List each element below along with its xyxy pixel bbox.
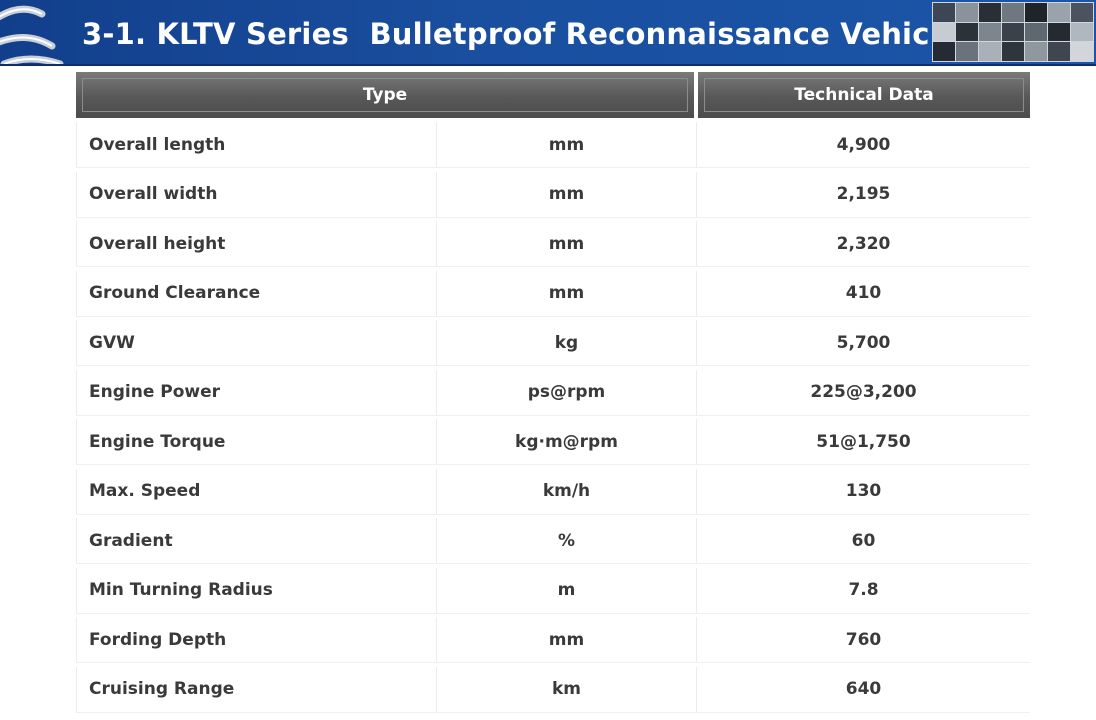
table-header: Type Technical Data [76,72,1030,118]
row-value: 5,700 [696,320,1030,366]
table-row: Engine Power ps@rpm 225@3,200 [76,368,1030,416]
row-label: GVW [76,320,436,366]
row-unit: mm [436,122,696,168]
row-label: Ground Clearance [76,270,436,317]
row-value: 2,320 [696,221,1030,267]
table-row: Min Turning Radius m 7.8 [76,566,1030,614]
table-row: GVW kg 5,700 [76,318,1030,366]
row-value: 51@1,750 [696,419,1030,465]
title-banner: 3-1. KLTV Series Bulletproof Reconnaissa… [0,0,1096,66]
table-row: Fording Depth mm 760 [76,615,1030,663]
table-row: Overall width mm 2,195 [76,170,1030,218]
row-label: Min Turning Radius [76,567,436,614]
header-type: Type [76,72,694,118]
table-row: Ground Clearance mm 410 [76,269,1030,317]
row-unit: mm [436,270,696,317]
row-value: 4,900 [696,122,1030,168]
row-unit: kg [436,320,696,366]
row-label: Fording Depth [76,617,436,663]
row-label: Overall length [76,122,436,168]
row-unit: km [436,666,696,713]
table-row: Cruising Range km 640 [76,665,1030,713]
row-label: Overall height [76,221,436,267]
page-title: 3-1. KLTV Series Bulletproof Reconnaissa… [82,17,960,51]
vehicle-photo-mosaic [932,2,1094,62]
table-row: Engine Torque kg·m@rpm 51@1,750 [76,417,1030,465]
row-unit: mm [436,171,696,218]
table-row: Gradient % 60 [76,516,1030,564]
row-value: 410 [696,270,1030,317]
row-value: 2,195 [696,171,1030,218]
row-value: 7.8 [696,567,1030,614]
table-row: Overall length mm 4,900 [76,120,1030,168]
row-value: 640 [696,666,1030,713]
row-value: 225@3,200 [696,369,1030,416]
row-unit: mm [436,221,696,267]
table-row: Max. Speed km/h 130 [76,467,1030,515]
row-unit: % [436,518,696,564]
row-value: 60 [696,518,1030,564]
chain-link-icon [0,5,64,64]
row-label: Engine Torque [76,419,436,465]
table-row: Overall height mm 2,320 [76,219,1030,267]
row-value: 130 [696,468,1030,515]
row-label: Max. Speed [76,468,436,515]
row-label: Cruising Range [76,666,436,713]
row-unit: kg·m@rpm [436,419,696,465]
row-value: 760 [696,617,1030,663]
row-label: Overall width [76,171,436,218]
row-unit: km/h [436,468,696,515]
row-unit: m [436,567,696,614]
row-label: Gradient [76,518,436,564]
row-unit: ps@rpm [436,369,696,416]
row-unit: mm [436,617,696,663]
row-label: Engine Power [76,369,436,416]
header-technical-data: Technical Data [698,72,1030,118]
